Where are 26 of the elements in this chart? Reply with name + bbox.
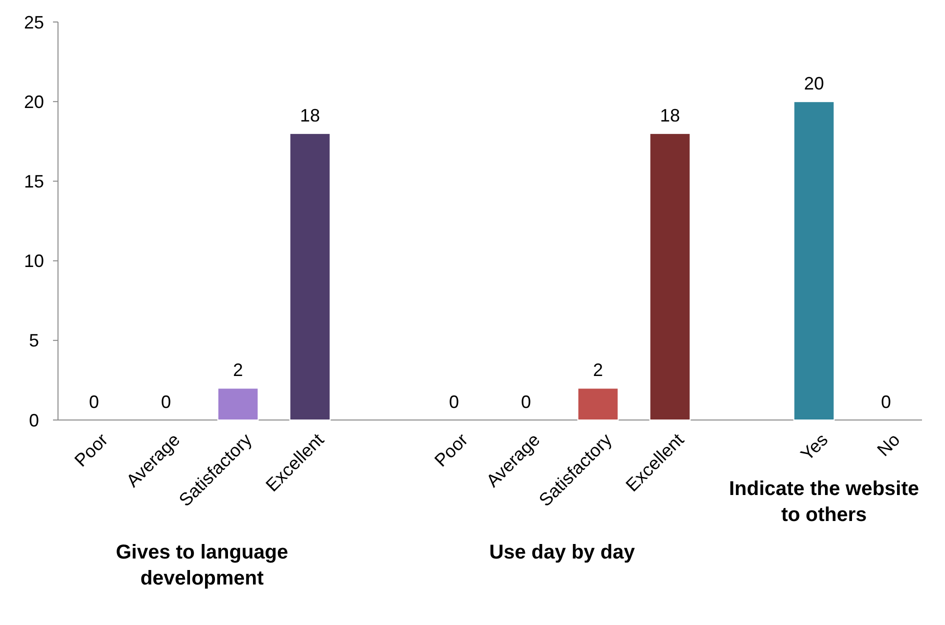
- bar: [649, 132, 691, 420]
- y-tick-label: 25: [24, 12, 44, 32]
- text: Gives to language development: [116, 541, 288, 590]
- data-label: 0: [880, 392, 892, 412]
- y-tick-label: 20: [24, 92, 44, 112]
- bar: [217, 388, 259, 420]
- data-label: 0: [520, 392, 532, 412]
- y-tick-label: 0: [28, 410, 40, 430]
- y-tick-label: 15: [24, 172, 44, 192]
- bar: [793, 101, 835, 420]
- data-label: 18: [300, 105, 320, 126]
- bar: [577, 388, 619, 420]
- x-tick-label: Yes: [796, 430, 832, 465]
- data-label: 18: [660, 105, 680, 126]
- data-label: 0: [160, 392, 172, 412]
- data-label: 0: [88, 392, 100, 412]
- data-label: 20: [804, 74, 824, 94]
- data-label: 0: [448, 392, 460, 412]
- text: Indicate the website to others: [728, 478, 920, 526]
- data-label: 2: [592, 360, 604, 380]
- bar: [289, 132, 331, 420]
- y-tick-label: 5: [28, 330, 40, 351]
- y-tick-label: 10: [24, 251, 44, 272]
- data-label: 2: [232, 360, 244, 380]
- x-tick-label: No: [873, 430, 904, 460]
- text: Use day by day: [489, 541, 636, 564]
